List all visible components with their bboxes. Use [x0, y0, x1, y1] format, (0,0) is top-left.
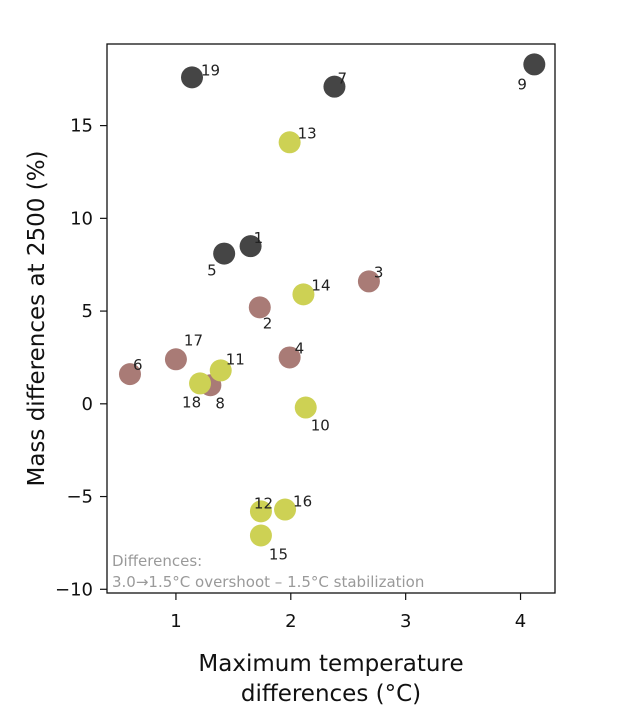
data-point-10 — [294, 396, 317, 419]
point-label-17: 17 — [184, 331, 203, 349]
data-point-9 — [523, 53, 546, 76]
y-tick-label: 0 — [82, 394, 93, 415]
x-tick-label: 4 — [515, 611, 526, 632]
y-tick-label: −10 — [55, 579, 93, 600]
data-point-6 — [118, 363, 141, 386]
point-label-15: 15 — [269, 546, 288, 564]
annotation-line-2: 3.0→1.5°C overshoot – 1.5°C stabilizatio… — [112, 573, 424, 591]
x-axis-ticks: 1 2 3 4 — [170, 593, 526, 632]
data-point-4 — [278, 346, 301, 369]
points-layer — [118, 53, 546, 547]
data-point-12 — [249, 500, 272, 523]
point-label-13: 13 — [298, 124, 317, 142]
data-point-18 — [189, 372, 212, 395]
y-axis-ticks: −10 −5 0 5 10 15 — [55, 116, 107, 600]
point-label-16: 16 — [293, 493, 312, 511]
data-point-11 — [209, 359, 232, 382]
data-point-16 — [274, 498, 297, 521]
point-label-18: 18 — [182, 393, 201, 411]
point-label-10: 10 — [311, 417, 330, 435]
x-tick-label: 2 — [285, 611, 296, 632]
x-axis-title-line-2: differences (°C) — [241, 681, 421, 707]
point-label-7: 7 — [337, 70, 347, 88]
y-tick-label: −5 — [66, 487, 93, 508]
x-axis-title-line-1: Maximum temperature — [198, 651, 463, 677]
x-tick-label: 3 — [400, 611, 411, 632]
data-point-3 — [357, 270, 380, 293]
y-axis-title: Mass differences at 2500 (%) — [24, 150, 50, 486]
plot-frame — [106, 43, 556, 594]
data-point-14 — [292, 283, 315, 306]
data-point-2 — [248, 296, 271, 319]
data-point-7 — [323, 75, 346, 98]
point-label-6: 6 — [133, 356, 143, 374]
x-tick-label: 1 — [170, 611, 181, 632]
data-point-13 — [278, 131, 301, 154]
data-point-19 — [181, 66, 204, 89]
data-point-1 — [239, 235, 262, 258]
point-label-3: 3 — [374, 263, 384, 281]
point-label-19: 19 — [201, 61, 220, 79]
annotation-line-1: Differences: — [112, 552, 202, 570]
point-label-12: 12 — [254, 494, 273, 512]
point-label-4: 4 — [295, 339, 305, 357]
point-label-5: 5 — [207, 262, 217, 280]
data-point-5 — [213, 242, 236, 265]
point-label-11: 11 — [226, 350, 245, 368]
point-label-2: 2 — [263, 314, 273, 332]
y-tick-label: 10 — [70, 208, 93, 229]
point-label-14: 14 — [311, 276, 330, 294]
y-tick-label: 15 — [70, 116, 93, 137]
y-tick-label: 5 — [82, 301, 93, 322]
point-label-1: 1 — [254, 229, 264, 247]
data-point-15 — [249, 524, 272, 547]
point-label-9: 9 — [517, 75, 527, 93]
point-label-8: 8 — [215, 394, 225, 412]
data-point-17 — [164, 348, 187, 371]
